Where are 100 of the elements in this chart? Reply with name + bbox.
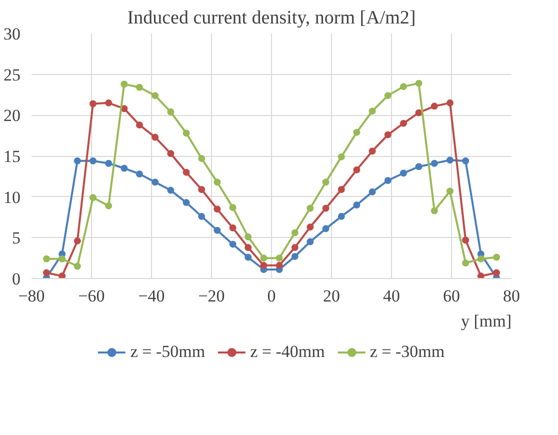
point	[260, 254, 268, 262]
point	[260, 262, 268, 269]
point	[198, 212, 206, 220]
point	[182, 199, 190, 206]
point	[214, 178, 221, 186]
point	[291, 252, 298, 260]
point	[43, 269, 50, 276]
point	[229, 224, 236, 232]
point	[353, 128, 360, 136]
legend-label: z = -30mm	[370, 342, 445, 362]
point	[400, 83, 407, 90]
point	[493, 269, 500, 276]
point	[244, 233, 252, 240]
point	[90, 100, 96, 108]
point	[182, 168, 190, 176]
point	[90, 194, 96, 202]
point	[74, 157, 81, 164]
point	[415, 163, 422, 170]
point	[214, 206, 221, 213]
point	[90, 157, 96, 164]
point	[446, 99, 454, 106]
point	[462, 157, 470, 164]
point	[167, 108, 174, 116]
point	[400, 120, 407, 127]
point	[152, 134, 159, 141]
point	[338, 153, 345, 160]
y-tick-label: 25	[4, 65, 20, 84]
point	[306, 204, 314, 212]
point	[415, 80, 422, 87]
point	[322, 204, 330, 212]
x-axis-title: y [mm]	[460, 312, 512, 330]
point	[105, 99, 112, 106]
y-tick-label: 20	[4, 106, 20, 126]
y-tick-label: 0	[12, 270, 20, 288]
point	[462, 259, 470, 266]
point	[229, 204, 236, 211]
point	[229, 240, 236, 248]
point	[198, 186, 206, 193]
point	[136, 121, 143, 128]
x-tick-label: 0	[267, 286, 276, 306]
point	[306, 224, 314, 231]
x-tick-label: −60	[78, 286, 105, 306]
point	[384, 92, 392, 100]
y-tick-label: 30	[4, 24, 20, 44]
point	[58, 272, 66, 278]
point	[430, 207, 438, 214]
point	[477, 272, 484, 278]
point	[167, 150, 174, 158]
point	[276, 254, 283, 262]
point	[152, 178, 159, 186]
point	[244, 244, 252, 251]
point	[384, 177, 392, 184]
point	[136, 84, 143, 91]
point	[415, 109, 422, 116]
point	[446, 188, 454, 195]
x-tick-label: 60	[443, 286, 460, 306]
legend-label: z = -50mm	[130, 342, 206, 362]
point	[167, 186, 174, 194]
point	[43, 255, 50, 262]
x-tick-label: 40	[383, 286, 400, 306]
point	[353, 166, 360, 174]
point	[446, 156, 454, 164]
point	[322, 225, 330, 232]
point	[214, 226, 221, 234]
point	[74, 237, 81, 244]
point	[430, 102, 438, 110]
x-tick-label: 80	[503, 286, 520, 306]
point	[120, 164, 128, 172]
point	[353, 202, 360, 208]
point	[338, 212, 345, 220]
point	[400, 170, 407, 177]
point	[368, 108, 376, 115]
point	[291, 229, 298, 236]
point	[74, 262, 81, 270]
chart-title: Induced current density, norm [A/m2]	[127, 8, 416, 28]
point	[368, 188, 376, 196]
y-tick-label: 15	[4, 147, 20, 166]
legend-label: z = -40mm	[250, 342, 325, 362]
point	[182, 130, 190, 137]
x-tick-label: −80	[18, 286, 45, 306]
point	[493, 254, 500, 261]
y-tick-label: 10	[4, 188, 20, 207]
point	[120, 80, 128, 88]
point	[462, 236, 470, 244]
point	[198, 154, 206, 162]
point	[105, 160, 112, 167]
y-tick-label: 5	[12, 228, 20, 248]
point	[136, 170, 143, 178]
point	[291, 244, 298, 251]
point	[58, 255, 66, 262]
point	[322, 178, 330, 186]
x-tick-label: −20	[198, 286, 225, 306]
x-tick-label: 20	[323, 286, 340, 306]
point	[384, 131, 392, 138]
point	[244, 254, 252, 261]
point	[105, 202, 112, 210]
point	[430, 160, 438, 167]
point	[306, 238, 314, 246]
point	[152, 92, 159, 100]
point	[368, 148, 376, 155]
